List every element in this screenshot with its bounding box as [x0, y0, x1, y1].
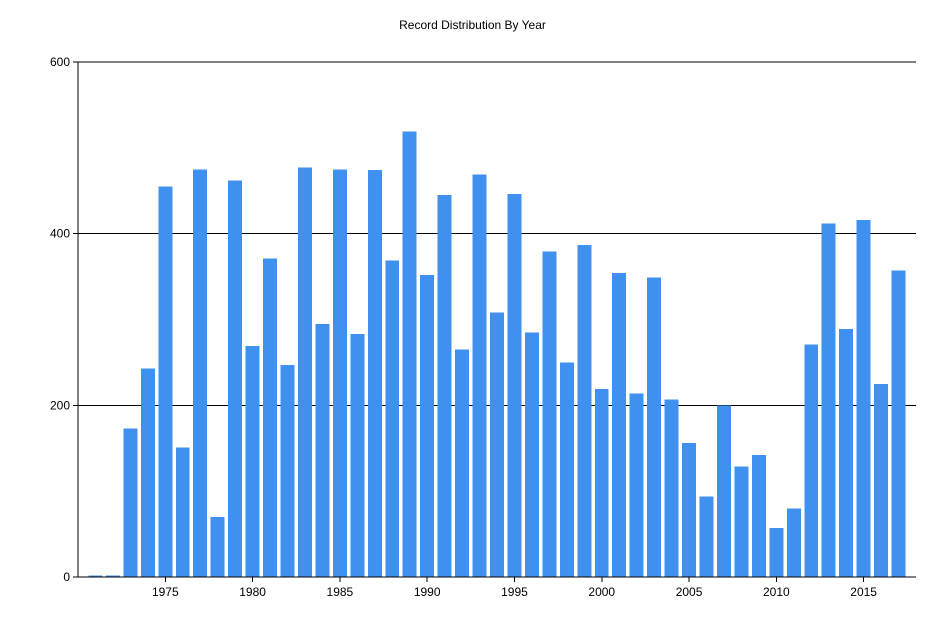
- y-tick-labels: 0 200 400 600: [50, 55, 70, 584]
- bar-2013: [821, 223, 836, 577]
- x-tick-label: 1980: [239, 585, 266, 599]
- bar-2014: [839, 328, 854, 577]
- bar-1981: [263, 258, 278, 577]
- bar-1989: [402, 131, 417, 577]
- x-tick-labels: 1975 1980 1985 1990 1995 2000 2005 2010 2015: [152, 585, 877, 599]
- x-tick-label: 1985: [327, 585, 354, 599]
- y-tick-label: 200: [50, 398, 70, 412]
- bar-2000: [594, 389, 609, 577]
- bar-1976: [175, 447, 190, 577]
- x-tick-label: 1975: [152, 585, 179, 599]
- y-tick-label: 0: [63, 570, 70, 584]
- bar-1992: [455, 349, 470, 577]
- chart-title: Record Distribution By Year: [399, 18, 546, 32]
- bar-1973: [123, 428, 138, 577]
- bar-1985: [332, 169, 347, 577]
- bar-1977: [193, 169, 208, 577]
- bar-1971: [88, 575, 103, 577]
- bar-1972: [105, 575, 120, 577]
- x-tick-label: 2000: [588, 585, 615, 599]
- bar-2004: [664, 399, 679, 577]
- bar-1987: [367, 170, 382, 577]
- bar-2003: [647, 277, 662, 577]
- bar-1988: [385, 260, 400, 577]
- bar-1975: [158, 186, 173, 578]
- bar-2001: [612, 273, 627, 577]
- bar-1996: [524, 332, 539, 577]
- bar-2007: [716, 405, 731, 577]
- x-tick-label: 1990: [414, 585, 441, 599]
- bar-1974: [140, 368, 155, 577]
- axes: [73, 61, 916, 582]
- bar-1990: [420, 274, 435, 577]
- bar-1983: [297, 167, 312, 577]
- bar-1984: [315, 323, 330, 577]
- bars: [88, 131, 906, 578]
- bar-1979: [228, 180, 243, 577]
- bar-2010: [769, 528, 784, 577]
- bar-2015: [856, 219, 871, 577]
- bar-2005: [682, 443, 697, 577]
- bar-1998: [559, 362, 574, 577]
- bar-1991: [437, 195, 452, 577]
- bar-1986: [350, 334, 365, 577]
- bar-1999: [577, 244, 592, 577]
- y-tick-label: 400: [50, 227, 70, 241]
- bar-1997: [542, 251, 557, 578]
- bar-2011: [786, 508, 801, 577]
- x-tick-label: 2010: [763, 585, 790, 599]
- x-tick-label: 2015: [850, 585, 877, 599]
- bar-2012: [804, 344, 819, 577]
- bar-1994: [490, 312, 504, 577]
- y-tick-label: 600: [50, 55, 70, 69]
- bar-2017: [891, 270, 906, 577]
- bar-2009: [751, 455, 766, 577]
- bar-1982: [280, 364, 295, 577]
- bar-2016: [874, 383, 889, 577]
- bar-1995: [507, 194, 522, 577]
- bar-2008: [734, 466, 749, 577]
- bar-2006: [699, 496, 714, 577]
- x-tick-label: 1995: [501, 585, 528, 599]
- bar-1980: [245, 346, 260, 577]
- x-tick-label: 2005: [676, 585, 703, 599]
- bar-1993: [472, 174, 487, 578]
- bar-2002: [629, 393, 644, 577]
- bar-1978: [210, 516, 225, 577]
